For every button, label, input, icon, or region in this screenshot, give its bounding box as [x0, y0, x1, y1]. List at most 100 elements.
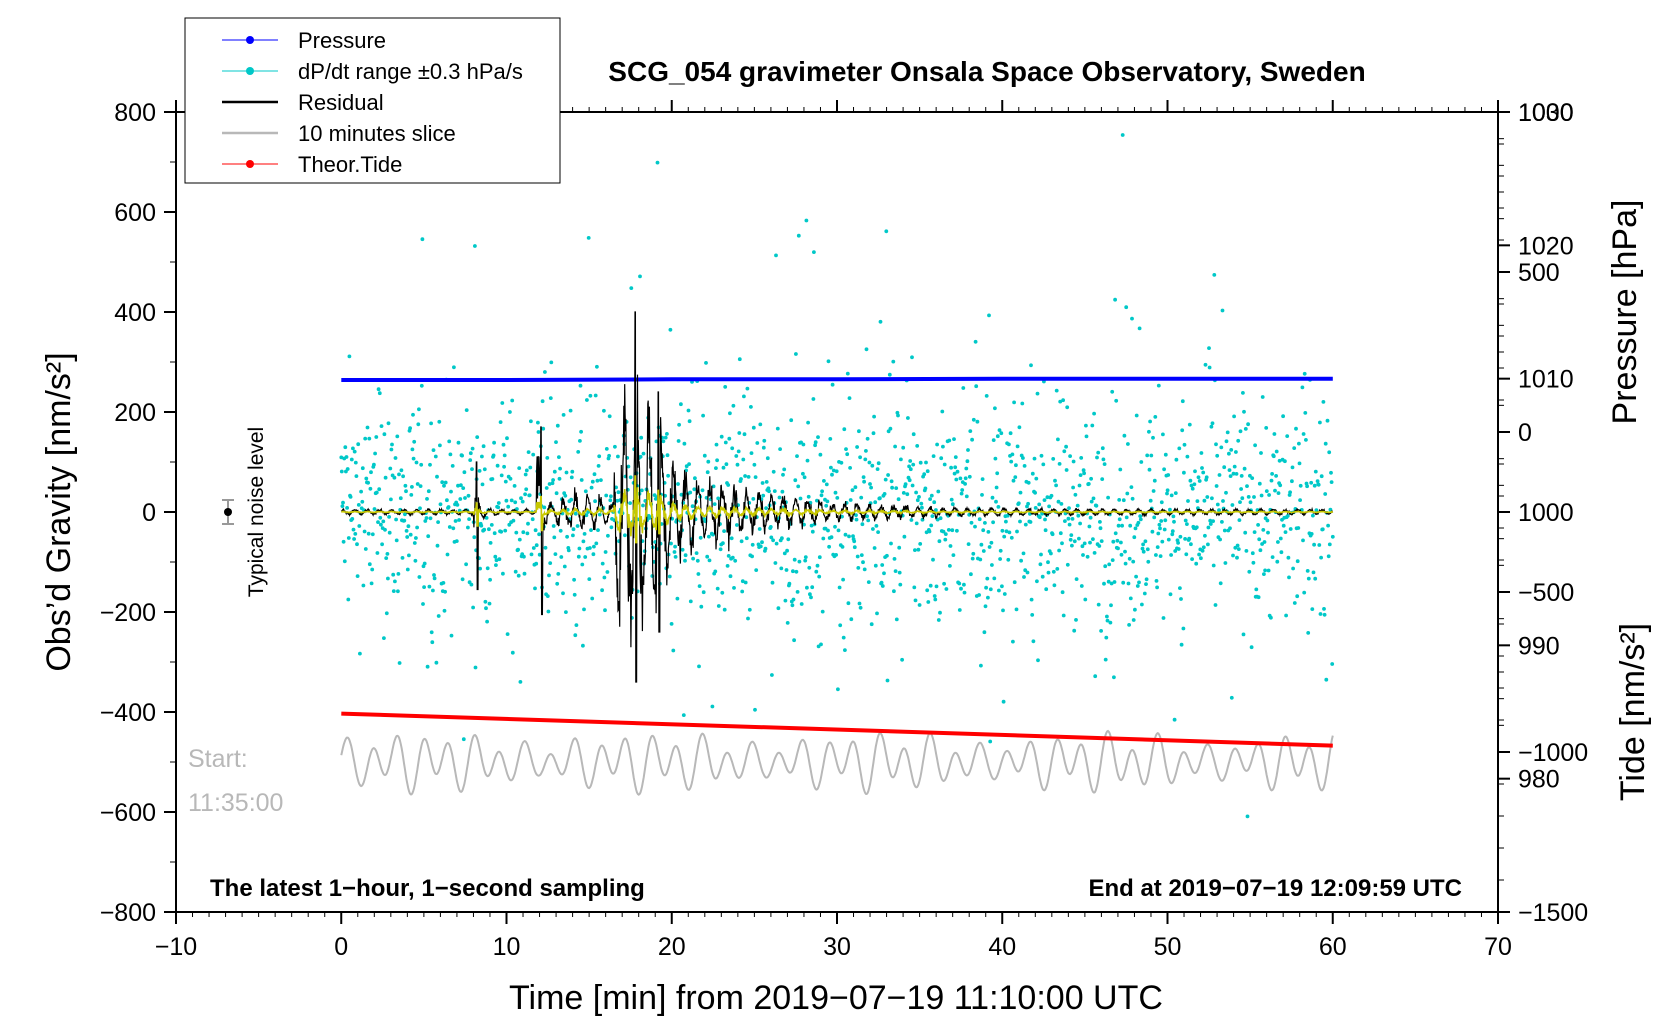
dpdt-point — [1298, 498, 1302, 502]
dpdt-point — [796, 484, 801, 489]
dpdt-point — [1276, 491, 1281, 495]
dpdt-point — [902, 534, 907, 539]
dpdt-point — [701, 413, 705, 418]
dpdt-point — [875, 467, 880, 471]
dpdt-point — [1174, 457, 1179, 462]
dpdt-point — [782, 467, 787, 472]
dpdt-point — [694, 551, 699, 555]
dpdt-point — [833, 524, 837, 529]
dpdt-point — [1186, 499, 1190, 503]
dpdt-point — [508, 410, 512, 414]
dpdt-point — [1260, 395, 1265, 399]
dpdt-point — [997, 588, 1001, 593]
dpdt-point — [966, 448, 970, 452]
dpdt-point — [549, 360, 554, 365]
dpdt-point — [675, 596, 680, 601]
dpdt-point — [1302, 371, 1307, 376]
dpdt-point — [1208, 522, 1213, 526]
dpdt-point — [1232, 464, 1237, 469]
dpdt-point — [1281, 414, 1285, 419]
dpdt-point — [671, 648, 676, 653]
dpdt-point — [815, 563, 820, 568]
x-tick-label: 40 — [988, 933, 1016, 961]
dpdt-point — [704, 361, 708, 365]
dpdt-point — [1249, 645, 1254, 650]
dpdt-point — [525, 531, 530, 536]
dpdt-point — [940, 409, 945, 414]
x-tick-label: 70 — [1484, 933, 1512, 961]
dpdt-point — [936, 489, 941, 494]
tide-tick-label: 500 — [1518, 259, 1560, 287]
dpdt-point — [1018, 519, 1022, 524]
dpdt-point — [626, 464, 631, 469]
dpdt-point — [1170, 529, 1175, 533]
dpdt-point — [346, 597, 351, 602]
dpdt-point — [735, 523, 739, 527]
dpdt-point — [924, 530, 929, 535]
dpdt-point — [562, 564, 567, 569]
dpdt-point — [1155, 545, 1160, 549]
dpdt-point — [1250, 476, 1255, 480]
dpdt-point — [1235, 555, 1239, 560]
dpdt-point — [1243, 427, 1248, 431]
dpdt-point — [712, 502, 717, 506]
legend-entry-residual: Residual — [222, 90, 384, 115]
dpdt-point — [423, 519, 428, 523]
dpdt-point — [482, 467, 487, 472]
dpdt-point — [907, 464, 911, 469]
dpdt-point — [411, 412, 415, 417]
dpdt-point — [552, 469, 557, 474]
dpdt-point — [1042, 498, 1047, 502]
dpdt-point — [683, 558, 687, 563]
dpdt-point — [1001, 699, 1006, 704]
dpdt-point — [445, 552, 450, 557]
dpdt-point — [342, 559, 347, 564]
dpdt-point — [505, 632, 510, 636]
dpdt-point — [413, 558, 418, 563]
dpdt-point — [345, 506, 349, 510]
dpdt-point — [441, 581, 446, 585]
dpdt-point — [883, 477, 888, 482]
dpdt-point — [915, 444, 920, 448]
dpdt-point — [701, 590, 706, 595]
dpdt-point — [1306, 576, 1311, 581]
dpdt-point — [495, 463, 500, 468]
dpdt-point — [837, 585, 842, 590]
svg-text:10 minutes slice: 10 minutes slice — [298, 121, 456, 146]
dpdt-point — [564, 470, 569, 475]
dpdt-point — [1244, 549, 1249, 553]
dpdt-point — [1068, 537, 1073, 542]
dpdt-point — [415, 525, 419, 530]
dpdt-point — [422, 561, 427, 566]
dpdt-point — [928, 583, 933, 588]
dpdt-point — [563, 493, 568, 498]
dpdt-point — [894, 486, 899, 490]
dpdt-point — [765, 456, 770, 461]
dpdt-point — [884, 229, 889, 234]
dpdt-point — [682, 441, 687, 446]
dpdt-point — [829, 465, 833, 470]
dpdt-point — [992, 576, 997, 581]
dpdt-point — [899, 457, 903, 462]
dpdt-point — [529, 419, 533, 424]
dpdt-point — [955, 469, 960, 474]
dpdt-point — [345, 467, 350, 471]
dpdt-point — [857, 429, 861, 434]
dpdt-point — [496, 505, 501, 510]
dpdt-point — [489, 523, 494, 527]
dpdt-point — [1099, 629, 1103, 633]
dpdt-point — [1250, 551, 1255, 556]
dpdt-point — [801, 471, 805, 476]
dpdt-point — [1058, 531, 1063, 536]
dpdt-point — [727, 436, 732, 441]
dpdt-point — [589, 485, 594, 490]
dpdt-point — [820, 489, 824, 494]
dpdt-point — [1275, 559, 1280, 564]
dpdt-point — [858, 605, 863, 610]
dpdt-point — [733, 558, 738, 563]
dpdt-point — [1321, 400, 1326, 404]
x-tick-label: −10 — [155, 933, 197, 961]
dpdt-point — [822, 479, 826, 483]
dpdt-point — [848, 498, 853, 502]
dpdt-point — [1189, 542, 1193, 547]
